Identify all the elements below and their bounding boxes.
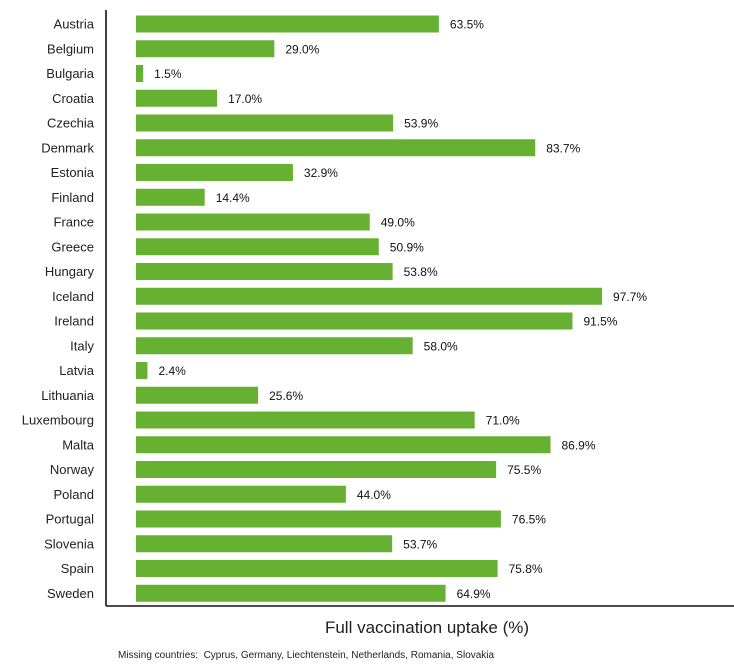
category-label-greece: Greece xyxy=(51,239,94,254)
category-label-finland: Finland xyxy=(51,190,94,205)
bar-italy xyxy=(136,337,413,355)
category-label-iceland: Iceland xyxy=(52,289,94,304)
bar-estonia xyxy=(136,164,293,181)
value-label-malta: 86.9% xyxy=(562,438,596,452)
category-label-estonia: Estonia xyxy=(51,165,95,180)
x-axis-title: Full vaccination uptake (%) xyxy=(324,618,530,637)
bar-spain xyxy=(136,560,498,577)
value-label-latvia: 2.4% xyxy=(158,364,186,378)
bar-norway xyxy=(136,461,497,478)
bar-latvia xyxy=(136,362,148,379)
value-label-belgium: 29.0% xyxy=(285,42,319,56)
category-label-luxembourg: Luxembourg xyxy=(22,413,94,428)
category-label-czechia: Czechia xyxy=(47,116,95,131)
value-label-greece: 50.9% xyxy=(390,240,424,254)
value-label-sweden: 64.9% xyxy=(457,587,491,601)
value-label-estonia: 32.9% xyxy=(304,166,338,180)
bar-belgium xyxy=(136,40,275,58)
category-label-norway: Norway xyxy=(50,462,95,477)
bar-ireland xyxy=(136,312,573,330)
value-label-norway: 75.5% xyxy=(507,463,541,477)
category-label-denmark: Denmark xyxy=(41,140,94,155)
value-label-luxembourg: 71.0% xyxy=(486,414,520,428)
category-label-bulgaria: Bulgaria xyxy=(46,66,94,81)
category-label-portugal: Portugal xyxy=(46,512,95,527)
bar-lithuania xyxy=(136,386,259,404)
value-label-france: 49.0% xyxy=(381,216,415,230)
bar-bulgaria xyxy=(136,65,144,82)
category-label-italy: Italy xyxy=(70,338,94,353)
value-label-portugal: 76.5% xyxy=(512,513,546,527)
value-label-ireland: 91.5% xyxy=(583,315,617,329)
missing-countries-note: Missing countries: Cyprus, Germany, Liec… xyxy=(118,650,495,661)
bar-luxembourg xyxy=(136,411,475,429)
bar-denmark xyxy=(136,139,536,157)
category-label-latvia: Latvia xyxy=(59,363,94,378)
bar-finland xyxy=(136,188,205,206)
bar-iceland xyxy=(136,287,603,305)
category-labels: Austria Belgium Bulgaria Croatia Czechia Denm… xyxy=(22,17,95,601)
value-label-iceland: 97.7% xyxy=(613,290,647,304)
category-label-austria: Austria xyxy=(54,17,95,32)
value-label-austria: 63.5% xyxy=(450,18,484,32)
value-label-poland: 44.0% xyxy=(357,488,391,502)
bar-hungary xyxy=(136,263,393,280)
value-labels: 63.5% 29.0% 1.5% 17.0% 53.9% 83.7% 32.9% 14.4% 4… xyxy=(154,18,647,601)
category-label-ireland: Ireland xyxy=(54,314,94,329)
bar-greece xyxy=(136,238,379,256)
category-label-spain: Spain xyxy=(61,561,94,576)
value-label-spain: 75.8% xyxy=(509,562,543,576)
bar-czechia xyxy=(136,114,394,132)
bars-group xyxy=(136,15,603,602)
category-label-lithuania: Lithuania xyxy=(41,388,95,403)
bar-sweden xyxy=(136,584,446,602)
bar-france xyxy=(136,213,370,231)
value-label-italy: 58.0% xyxy=(424,339,458,353)
value-label-finland: 14.4% xyxy=(216,191,250,205)
value-label-slovenia: 53.7% xyxy=(403,537,437,551)
value-label-hungary: 53.8% xyxy=(404,265,438,279)
bar-portugal xyxy=(136,510,501,528)
bar-malta xyxy=(136,436,551,454)
category-label-hungary: Hungary xyxy=(45,264,95,279)
value-label-lithuania: 25.6% xyxy=(269,389,303,403)
bar-croatia xyxy=(136,89,218,107)
category-label-slovenia: Slovenia xyxy=(44,536,95,551)
category-label-france: France xyxy=(54,215,94,230)
bar-austria xyxy=(136,15,439,33)
bar-slovenia xyxy=(136,535,393,553)
value-label-denmark: 83.7% xyxy=(546,141,580,155)
value-label-bulgaria: 1.5% xyxy=(154,67,182,81)
category-label-sweden: Sweden xyxy=(47,586,94,601)
value-label-czechia: 53.9% xyxy=(404,117,438,131)
category-label-croatia: Croatia xyxy=(52,91,95,106)
category-label-belgium: Belgium xyxy=(47,41,94,56)
bar-poland xyxy=(136,485,346,503)
category-label-poland: Poland xyxy=(54,487,94,502)
value-label-croatia: 17.0% xyxy=(228,92,262,106)
category-label-malta: Malta xyxy=(62,437,95,452)
